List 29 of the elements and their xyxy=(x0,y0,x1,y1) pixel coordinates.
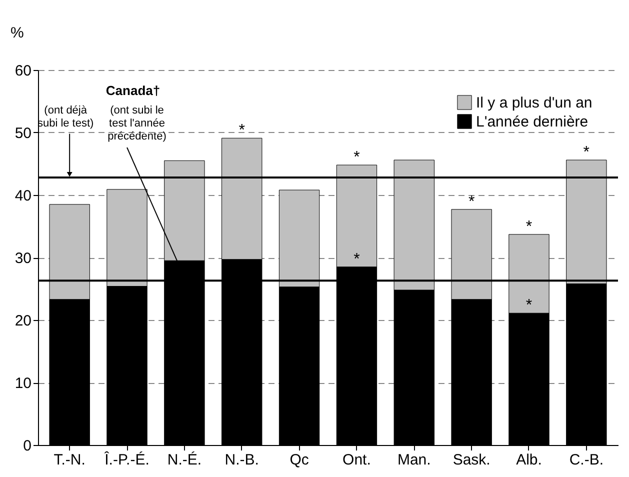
annotation: * xyxy=(354,250,360,268)
x-tick-label: N.-B. xyxy=(224,452,259,468)
annotation: * xyxy=(583,144,590,161)
annotation: * xyxy=(526,218,532,236)
annotation: Canada† xyxy=(106,83,160,98)
y-tick-label: 40 xyxy=(14,188,32,204)
annotation: * xyxy=(526,297,532,314)
y-tick-label: 0 xyxy=(23,438,32,454)
y-tick-label: 10 xyxy=(14,375,32,392)
y-tick-label: 60 xyxy=(14,62,32,80)
y-tick-label: 20 xyxy=(14,312,32,330)
x-tick-label: N.-É. xyxy=(167,450,202,468)
annotation: * xyxy=(238,122,245,140)
x-tick-label: Sask. xyxy=(452,452,490,468)
y-tick-label: 30 xyxy=(14,250,32,267)
annotation: * xyxy=(468,193,475,210)
y-tick-label: 50 xyxy=(14,125,32,142)
x-tick-label: T.-N. xyxy=(54,452,86,468)
annotation: * xyxy=(354,149,360,166)
x-tick-label: C.-B. xyxy=(569,452,604,468)
y-axis-title: % xyxy=(10,24,24,42)
x-tick-label: Qc xyxy=(290,452,310,468)
x-tick-label: Man. xyxy=(397,452,431,468)
x-tick-label: Alb. xyxy=(516,452,542,468)
legend-label: Il y a plus d'un an xyxy=(476,94,592,112)
legend-label: L'année dernière xyxy=(476,114,588,130)
ref-line-label: (ont subi le test l'année précédente) xyxy=(108,104,166,142)
x-tick-label: Ont. xyxy=(342,452,371,468)
x-tick-label: Î.-P.-É. xyxy=(104,450,150,468)
